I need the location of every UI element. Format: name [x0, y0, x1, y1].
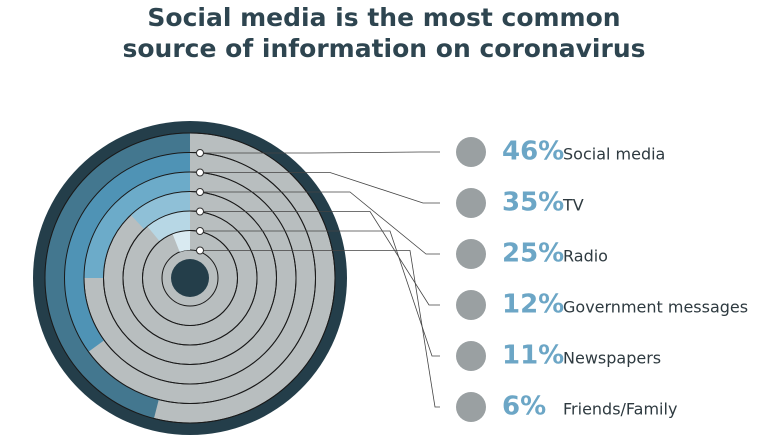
- value-label: 46%: [502, 137, 564, 167]
- legend-icon: [456, 290, 486, 320]
- connector-dot: [196, 246, 204, 255]
- ring-edge: [44, 132, 336, 424]
- connector: [200, 191, 440, 255]
- ring-bar: [45, 133, 191, 419]
- center-hole: [171, 259, 209, 297]
- ring-edge: [122, 210, 258, 346]
- ring-edge: [142, 230, 238, 326]
- ring-bar: [84, 172, 190, 278]
- legend-icon: [456, 188, 486, 218]
- ring-bar: [130, 191, 190, 230]
- connector-dot: [196, 168, 204, 177]
- connector: [200, 230, 440, 357]
- legend-label: Government messages: [563, 298, 748, 317]
- legend-icon: [456, 341, 486, 371]
- legend-label: Radio: [563, 247, 608, 266]
- chart-title: Social media is the most common source o…: [122, 3, 646, 63]
- legend-label: Social media: [563, 145, 665, 164]
- connector: [200, 250, 440, 408]
- connector: [200, 172, 440, 204]
- connector-dot: [196, 149, 204, 157]
- legend-label: Friends/Family: [563, 400, 677, 419]
- ring-edge: [103, 191, 277, 365]
- ring-bar: [172, 230, 190, 252]
- value-label: 6%: [502, 392, 546, 422]
- ring-bar: [147, 211, 190, 242]
- ring-bar: [64, 152, 190, 352]
- ring-edge: [64, 152, 316, 404]
- value-label: 25%: [502, 239, 564, 269]
- value-label: 12%: [502, 290, 564, 320]
- legend-icon: [456, 137, 486, 167]
- legend-icon: [456, 239, 486, 269]
- title-box: Social media is the most common source o…: [0, 2, 768, 64]
- legend-label: TV: [562, 196, 584, 215]
- value-label: 11%: [502, 341, 564, 371]
- connector-dot: [196, 188, 204, 196]
- connector-dot: [196, 207, 204, 216]
- legend-icon: [456, 392, 486, 422]
- ring-edge: [83, 171, 297, 385]
- connector: [200, 151, 440, 154]
- value-label: 35%: [502, 188, 564, 218]
- legend-label: Newspapers: [563, 349, 661, 368]
- connector-dot: [196, 227, 204, 235]
